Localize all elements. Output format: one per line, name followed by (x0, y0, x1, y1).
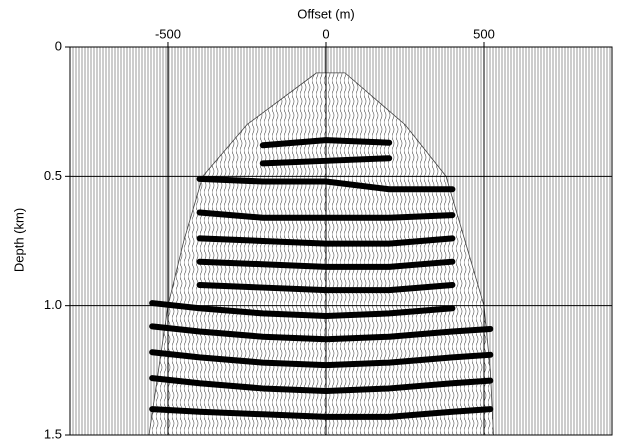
y-axis-label: Depth (km) (11, 208, 26, 272)
x-tick-label: 500 (473, 26, 495, 41)
x-axis-label: Offset (m) (297, 6, 355, 21)
y-tick-label: 0 (55, 38, 62, 53)
plot-frame (69, 46, 613, 436)
y-tick-label: 1.0 (44, 297, 62, 312)
x-tick-label: -500 (155, 26, 181, 41)
x-tick-label: 0 (322, 26, 329, 41)
reflector (149, 300, 456, 320)
y-tick-label: 1.5 (44, 426, 62, 441)
y-tick-label: 0.5 (44, 168, 62, 183)
